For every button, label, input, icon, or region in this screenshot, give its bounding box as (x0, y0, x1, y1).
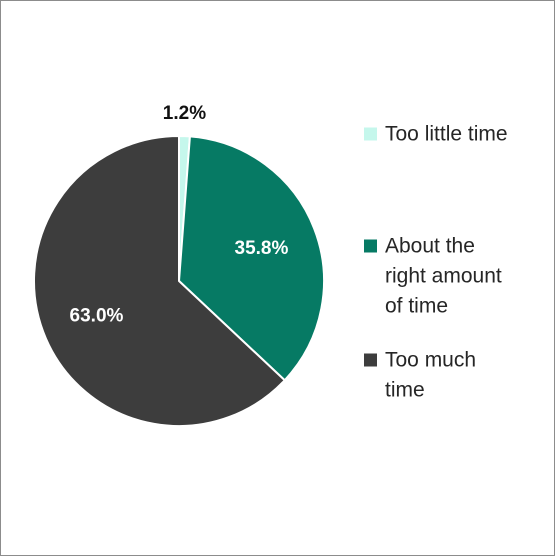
legend-label-1-line-1: Too little time (385, 123, 508, 146)
pie-slice-2 (178, 135, 325, 382)
legend-label-2-line-3: of time (385, 295, 448, 318)
legend-swatch-2 (364, 239, 377, 253)
legend-label-3-line-1: Too much (385, 349, 476, 372)
data-label-3: 63.0% (70, 306, 124, 327)
legend-label-3-line-2: time (385, 379, 425, 402)
legend-label-2-line-2: right amount (385, 265, 502, 288)
legend-swatch-1 (364, 127, 377, 141)
pie-slice-3 (32, 135, 286, 427)
data-label-2: 35.8% (235, 238, 289, 259)
legend-label-2-line-1: About the (385, 235, 475, 258)
data-label-1: 1.2% (163, 103, 206, 124)
legend-swatch-3 (364, 353, 377, 367)
